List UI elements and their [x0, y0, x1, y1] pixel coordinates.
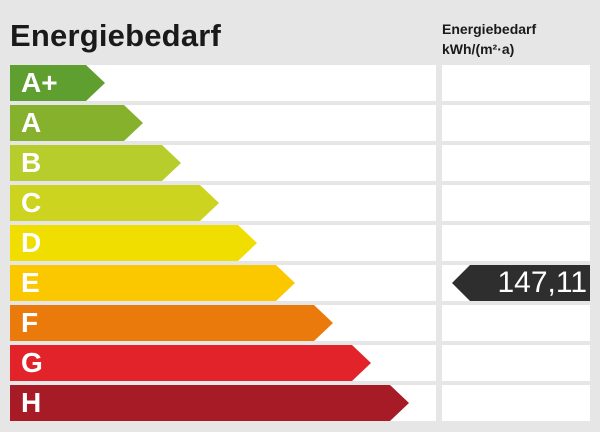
class-bar-a-plus: A+	[10, 65, 105, 101]
class-bar-a: A	[10, 105, 143, 141]
class-bar-g: G	[10, 345, 371, 381]
class-bar-f: F	[10, 305, 333, 341]
value-cell-d	[442, 225, 590, 261]
current-value-text: 147,11	[497, 266, 587, 299]
class-bar-e: E	[10, 265, 295, 301]
value-cell-h	[442, 385, 590, 421]
value-cell-a	[442, 105, 590, 141]
class-label-e: E	[21, 267, 40, 298]
class-bar-h: H	[10, 385, 409, 421]
class-bar-c: C	[10, 185, 219, 221]
page-title: Energiebedarf	[10, 18, 222, 53]
energy-label-panel: Energiebedarf Energiebedarf kWh/(m²·a) A…	[0, 0, 600, 432]
class-label-a-plus: A+	[21, 67, 58, 98]
value-cell-f	[442, 305, 590, 341]
class-bar-b: B	[10, 145, 181, 181]
value-cell-c	[442, 185, 590, 221]
value-cell-a-plus	[442, 65, 590, 101]
value-column-header-unit: kWh/(m²·a)	[442, 41, 515, 57]
class-label-f: F	[21, 307, 39, 338]
value-cell-g	[442, 345, 590, 381]
current-value-marker: 147,11	[452, 265, 590, 301]
class-label-h: H	[21, 387, 42, 418]
value-column-header: Energiebedarf kWh/(m²·a)	[442, 19, 536, 59]
class-label-b: B	[21, 147, 42, 178]
class-label-g: G	[21, 347, 43, 378]
class-label-c: C	[21, 187, 42, 218]
value-cell-b	[442, 145, 590, 181]
value-column-header-title: Energiebedarf	[442, 21, 537, 37]
class-label-a: A	[21, 107, 42, 138]
class-label-d: D	[21, 227, 42, 258]
class-bar-d: D	[10, 225, 257, 261]
